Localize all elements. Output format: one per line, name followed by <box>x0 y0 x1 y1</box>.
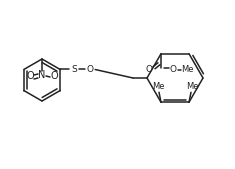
Text: O: O <box>50 71 58 81</box>
Text: O: O <box>169 65 176 74</box>
Text: O: O <box>87 65 94 74</box>
Text: Me: Me <box>152 82 164 91</box>
Text: Me: Me <box>181 65 193 74</box>
Text: O: O <box>145 65 153 74</box>
Text: Me: Me <box>186 82 198 91</box>
Text: O: O <box>26 71 34 81</box>
Text: N: N <box>38 70 46 80</box>
Text: S: S <box>71 65 77 74</box>
